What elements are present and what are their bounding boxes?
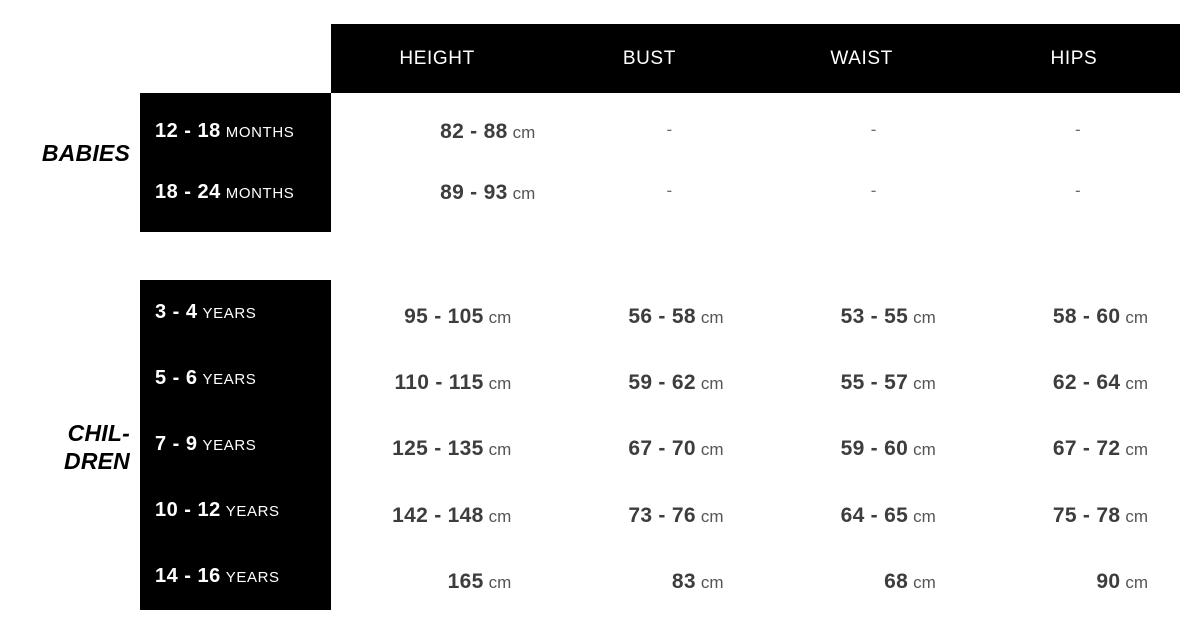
cell-value: 95 - 105 bbox=[404, 305, 484, 328]
group-label-babies-line-1: BABIES bbox=[41, 140, 130, 166]
cell-value: 142 - 148 bbox=[392, 504, 484, 527]
cell-unit: cm bbox=[913, 507, 936, 526]
age-block-children: 3 - 4 YEARS 5 - 6 YEARS 7 - 9 YEARS 10 - 12… bbox=[140, 280, 331, 610]
cell-unit: cm bbox=[700, 440, 724, 459]
cell-unit: cm bbox=[488, 440, 512, 459]
age-row-10-12-years: 10 - 12 YEARS bbox=[155, 500, 280, 520]
age-range-value: 14 - 16 bbox=[155, 565, 221, 587]
age-row-7-9-years: 7 - 9 YEARS bbox=[155, 434, 256, 454]
cell-value: 53 - 55 bbox=[840, 305, 909, 328]
age-unit-label: YEARS bbox=[202, 437, 257, 454]
cell-value: 110 - 115 bbox=[394, 371, 484, 394]
cell-value: 89 - 93 bbox=[440, 181, 508, 204]
cell-unit: cm bbox=[512, 184, 536, 203]
group-label-babies: BABIES bbox=[0, 139, 130, 167]
cell-value: 67 - 70 bbox=[628, 437, 696, 460]
age-range-value: 12 - 18 bbox=[155, 120, 221, 142]
age-row-12-18-months: 12 - 18 MONTHS bbox=[155, 121, 294, 141]
cell-value: 68 bbox=[884, 570, 909, 593]
cell-unit: cm bbox=[913, 308, 936, 327]
age-range-value: 5 - 6 bbox=[155, 367, 198, 389]
cell-unit: cm bbox=[700, 573, 724, 592]
cell-unit: cm bbox=[700, 507, 724, 526]
column-header-bust: BUST bbox=[622, 48, 676, 69]
cell-value: 64 - 65 bbox=[840, 504, 909, 527]
age-unit-label: YEARS bbox=[225, 569, 280, 586]
age-unit-label: YEARS bbox=[202, 371, 257, 388]
age-row-18-24-months: 18 - 24 MONTHS bbox=[155, 182, 294, 202]
cell-unit: cm bbox=[488, 374, 512, 393]
cell-value: 165 bbox=[447, 570, 484, 593]
cell-unit: cm bbox=[913, 374, 936, 393]
age-unit-label: MONTHS bbox=[225, 185, 295, 202]
group-label-children-line-1: CHIL- bbox=[67, 420, 130, 446]
cell-value: 62 - 64 bbox=[1052, 371, 1121, 394]
column-header-height: HEIGHT bbox=[399, 48, 475, 69]
cell-value: 59 - 60 bbox=[840, 437, 909, 460]
cell-unit: cm bbox=[1125, 507, 1148, 526]
age-unit-label: MONTHS bbox=[225, 124, 295, 141]
cell-unit: cm bbox=[700, 374, 724, 393]
cell-unit: cm bbox=[913, 440, 936, 459]
cell-value: 90 bbox=[1096, 570, 1121, 593]
table-header-row: HEIGHT BUST WAIST HIPS bbox=[331, 24, 1180, 93]
age-unit-label: YEARS bbox=[225, 503, 280, 520]
age-unit-label: YEARS bbox=[202, 305, 257, 322]
age-row-3-4-years: 3 - 4 YEARS bbox=[155, 302, 256, 322]
cell-unit: cm bbox=[1125, 308, 1148, 327]
age-range-value: 10 - 12 bbox=[155, 499, 221, 521]
cell-unit: cm bbox=[512, 123, 536, 142]
cell-value: 75 - 78 bbox=[1052, 504, 1121, 527]
group-label-children: CHIL- DREN bbox=[0, 419, 130, 475]
cell-unit: cm bbox=[488, 507, 512, 526]
cell-unit: cm bbox=[1125, 374, 1148, 393]
cell-value: 73 - 76 bbox=[628, 504, 696, 527]
cell-unit: cm bbox=[488, 573, 512, 592]
cell-value: 82 - 88 bbox=[440, 120, 508, 143]
cell-unit: cm bbox=[913, 573, 936, 592]
cell-unit: cm bbox=[1125, 573, 1148, 592]
cell-value: 59 - 62 bbox=[628, 371, 696, 394]
age-range-value: 18 - 24 bbox=[155, 181, 221, 203]
age-range-value: 3 - 4 bbox=[155, 301, 198, 323]
age-range-value: 7 - 9 bbox=[155, 433, 198, 455]
cell-value: 56 - 58 bbox=[628, 305, 696, 328]
cell-value: 67 - 72 bbox=[1052, 437, 1121, 460]
column-header-waist: WAIST bbox=[830, 48, 893, 69]
cell-unit: cm bbox=[488, 308, 512, 327]
cell-value: 83 bbox=[671, 570, 696, 593]
age-row-14-16-years: 14 - 16 YEARS bbox=[155, 566, 280, 586]
cell-unit: cm bbox=[700, 308, 724, 327]
cell-value: 55 - 57 bbox=[840, 371, 909, 394]
group-label-children-line-2: DREN bbox=[64, 448, 130, 475]
age-block-babies: 12 - 18 MONTHS 18 - 24 MONTHS bbox=[140, 93, 331, 232]
age-row-5-6-years: 5 - 6 YEARS bbox=[155, 368, 256, 388]
cell-unit: cm bbox=[1125, 440, 1148, 459]
cell-value: 125 - 135 bbox=[392, 437, 484, 460]
column-header-hips: HIPS bbox=[1050, 48, 1098, 69]
cell-value: 58 - 60 bbox=[1052, 305, 1121, 328]
